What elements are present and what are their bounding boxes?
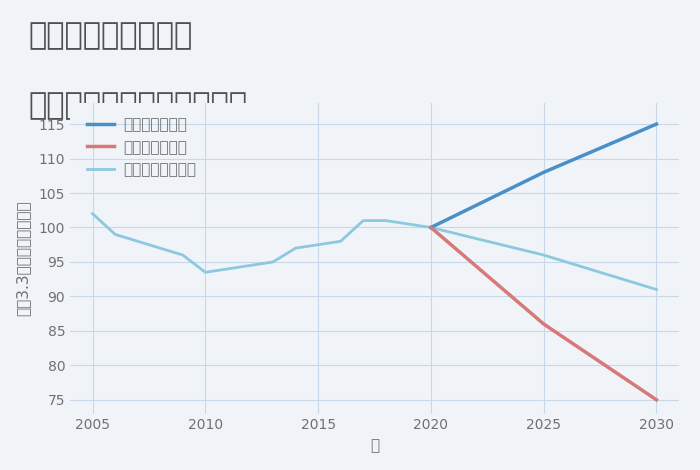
- X-axis label: 年: 年: [370, 438, 379, 453]
- バッドシナリオ: [427, 225, 435, 230]
- Line: バッドシナリオ: バッドシナリオ: [431, 227, 657, 400]
- ノーマルシナリオ: [382, 218, 390, 223]
- ノーマルシナリオ: [269, 259, 277, 265]
- Line: グッドシナリオ: グッドシナリオ: [431, 124, 657, 227]
- Y-axis label: 坪（3.3㎡）単価（万円）: 坪（3.3㎡）単価（万円）: [15, 201, 30, 316]
- Text: 中古マンションの価格推移: 中古マンションの価格推移: [28, 92, 247, 121]
- Line: ノーマルシナリオ: ノーマルシナリオ: [92, 214, 431, 272]
- Text: 三重県伊賀市界外の: 三重県伊賀市界外の: [28, 21, 192, 50]
- ノーマルシナリオ: [291, 245, 300, 251]
- ノーマルシナリオ: [359, 218, 368, 223]
- ノーマルシナリオ: [427, 225, 435, 230]
- バッドシナリオ: [652, 397, 661, 403]
- ノーマルシナリオ: [404, 221, 412, 227]
- ノーマルシナリオ: [246, 263, 255, 268]
- グッドシナリオ: [652, 121, 661, 127]
- ノーマルシナリオ: [201, 269, 209, 275]
- バッドシナリオ: [540, 321, 548, 327]
- ノーマルシナリオ: [337, 238, 345, 244]
- グッドシナリオ: [540, 170, 548, 175]
- ノーマルシナリオ: [134, 238, 142, 244]
- ノーマルシナリオ: [224, 266, 232, 272]
- グッドシナリオ: [427, 225, 435, 230]
- Legend: グッドシナリオ, バッドシナリオ, ノーマルシナリオ: グッドシナリオ, バッドシナリオ, ノーマルシナリオ: [84, 114, 200, 180]
- ノーマルシナリオ: [88, 211, 97, 217]
- ノーマルシナリオ: [314, 242, 322, 248]
- ノーマルシナリオ: [111, 232, 119, 237]
- ノーマルシナリオ: [178, 252, 187, 258]
- ノーマルシナリオ: [156, 245, 164, 251]
